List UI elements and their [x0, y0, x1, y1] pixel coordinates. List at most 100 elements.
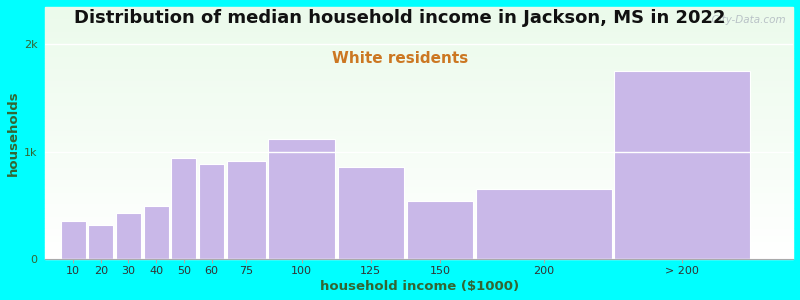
Bar [46, 200, 793, 201]
Bar [46, 80, 793, 81]
Bar [46, 27, 793, 28]
Bar [46, 115, 793, 117]
Bar [46, 16, 793, 17]
Bar [46, 190, 793, 191]
Bar [46, 95, 793, 96]
Bar [46, 181, 793, 182]
Bar [46, 144, 793, 145]
Bar [116, 213, 141, 259]
Bar [46, 37, 793, 38]
Bar [46, 137, 793, 138]
Bar [46, 232, 793, 234]
Bar [46, 205, 793, 206]
Bar [46, 254, 793, 255]
Bar [46, 212, 793, 214]
Bar [46, 180, 793, 181]
Bar [46, 169, 793, 171]
Bar [46, 222, 793, 224]
Bar [46, 110, 793, 112]
Bar [406, 201, 474, 259]
Bar [46, 203, 793, 205]
Bar [46, 25, 793, 26]
Bar [46, 211, 793, 212]
Bar [46, 13, 793, 14]
Bar [46, 152, 793, 153]
Bar [46, 22, 793, 23]
Bar [46, 81, 793, 83]
Bar [46, 98, 793, 99]
Bar [46, 236, 793, 238]
Bar [46, 239, 793, 240]
Bar [46, 221, 793, 222]
Bar [46, 157, 793, 158]
Bar [46, 85, 793, 86]
Bar [46, 161, 793, 162]
Bar [88, 225, 114, 259]
Bar [46, 124, 793, 125]
Bar [46, 46, 793, 47]
Bar [46, 140, 793, 142]
Bar [46, 148, 793, 149]
Bar [46, 44, 793, 45]
Bar [46, 118, 793, 119]
Bar [46, 229, 793, 230]
Bar [46, 36, 793, 37]
Bar [46, 52, 793, 54]
Bar [46, 112, 793, 113]
Bar [46, 202, 793, 203]
Bar [46, 243, 793, 244]
Bar [46, 250, 793, 251]
Bar [46, 30, 793, 31]
Bar [46, 35, 793, 36]
Bar [46, 178, 793, 180]
Bar [46, 197, 793, 199]
Bar [46, 258, 793, 259]
Bar [46, 182, 793, 183]
Bar [46, 210, 793, 211]
Bar [46, 47, 793, 49]
Bar [46, 94, 793, 95]
Bar [46, 68, 793, 69]
Bar [46, 138, 793, 139]
Bar [46, 18, 793, 20]
Bar [46, 248, 793, 249]
Bar [46, 127, 793, 128]
Bar [199, 164, 224, 259]
Bar [46, 82, 793, 84]
Bar [46, 171, 793, 172]
Bar [46, 76, 793, 77]
Bar [46, 214, 793, 215]
Bar [46, 133, 793, 134]
Bar [46, 117, 793, 118]
Bar [46, 31, 793, 32]
Bar [46, 227, 793, 229]
Bar [46, 33, 793, 35]
Bar [46, 40, 793, 41]
Bar [46, 231, 793, 232]
Bar [46, 77, 793, 79]
Bar [46, 220, 793, 221]
Bar [46, 146, 793, 147]
Bar [46, 26, 793, 27]
Bar [46, 142, 793, 143]
Bar [46, 172, 793, 173]
Bar [46, 143, 793, 144]
Bar [46, 167, 793, 168]
Bar [46, 96, 793, 98]
Bar [46, 90, 793, 92]
Bar [46, 149, 793, 151]
Bar [46, 194, 793, 195]
Bar [46, 244, 793, 245]
Bar [46, 132, 793, 133]
Bar [46, 166, 793, 167]
Bar [46, 154, 793, 156]
Bar [46, 8, 793, 10]
Bar [46, 75, 793, 76]
Bar [46, 106, 793, 108]
Bar [46, 28, 793, 30]
Bar [46, 89, 793, 90]
Bar [46, 256, 793, 258]
Bar [226, 161, 266, 259]
Bar [46, 188, 793, 190]
Bar [46, 199, 793, 200]
